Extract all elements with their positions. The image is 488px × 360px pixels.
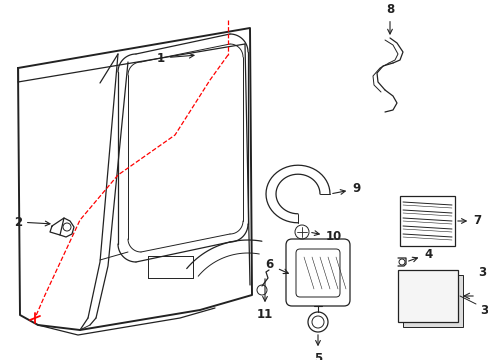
Text: 7: 7 — [457, 215, 480, 228]
Text: 4: 4 — [408, 248, 431, 262]
Text: 1: 1 — [157, 51, 194, 64]
Text: 9: 9 — [332, 183, 360, 195]
Text: 2: 2 — [14, 216, 50, 229]
Bar — [402, 275, 462, 327]
Text: 11: 11 — [256, 279, 273, 321]
Text: 3: 3 — [477, 266, 485, 279]
Text: 8: 8 — [385, 3, 393, 34]
Bar — [397, 270, 457, 322]
Text: 5: 5 — [313, 335, 322, 360]
Text: 10: 10 — [311, 230, 342, 243]
Text: 3: 3 — [479, 305, 487, 318]
Text: 6: 6 — [265, 258, 288, 274]
Bar — [399, 196, 454, 246]
